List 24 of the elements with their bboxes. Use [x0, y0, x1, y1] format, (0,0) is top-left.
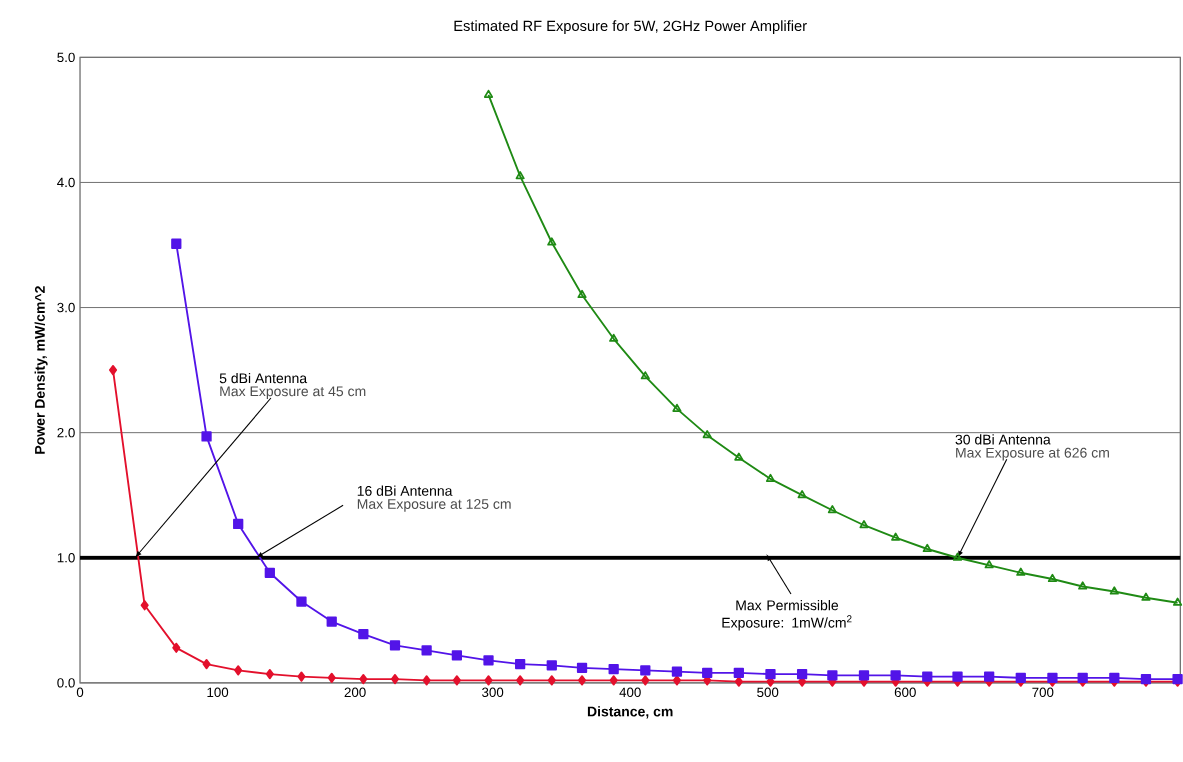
annotation: Max Exposure at 125 cm — [357, 499, 511, 512]
y-tick-label: 5.0 — [57, 52, 75, 63]
annotation: 5 dBi Antenna — [219, 373, 308, 384]
x-axis-title: Distance, cm — [587, 706, 673, 719]
annotation: 30 dBi Antenna — [955, 434, 1051, 445]
annotation: Max Exposure at 626 cm — [956, 447, 1109, 461]
y-axis-title: Power Density, mW/cm^2 — [34, 286, 48, 454]
x-tick-label: 400 — [619, 687, 641, 698]
y-tick-label: 4.0 — [57, 177, 75, 188]
x-tick-label: 0 — [76, 687, 84, 698]
x-tick-label: 200 — [344, 687, 366, 698]
x-tick-label: 500 — [757, 687, 779, 698]
y-tick-label: 3.0 — [57, 303, 75, 313]
chart-title: Estimated RF Exposure for 5W, 2GHz Power Amplifier — [454, 20, 807, 35]
y-tick-label: 0.0 — [57, 678, 75, 688]
y-tick-label: 1.0 — [57, 553, 75, 563]
ref-line-label: Max Permissible Exposure: 1mW/cm$^{2}$ — [722, 600, 852, 631]
annotation: Max Exposure at 45 cm — [220, 386, 366, 400]
y-tick-label: 2.0 — [57, 428, 75, 438]
annotation: 16 dBi Antenna — [357, 485, 453, 497]
x-tick-label: 600 — [894, 687, 916, 698]
x-tick-label: 700 — [1032, 687, 1054, 698]
x-tick-label: 300 — [482, 687, 504, 698]
x-tick-label: 100 — [207, 687, 229, 698]
